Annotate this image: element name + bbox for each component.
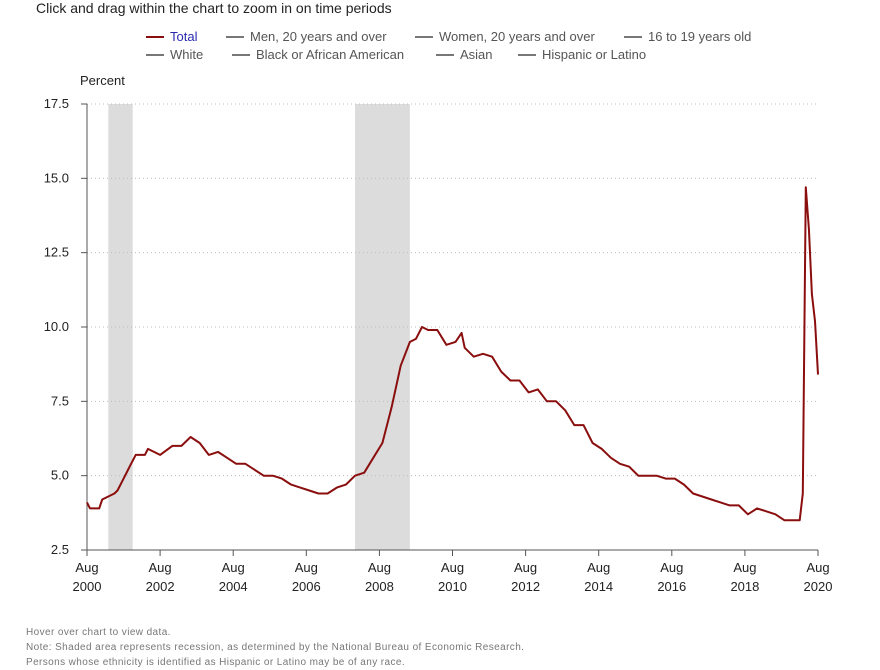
x-tick-year: 2014 bbox=[584, 579, 613, 594]
x-tick-month: Aug bbox=[733, 560, 756, 575]
x-tick-year: 2020 bbox=[804, 579, 833, 594]
legend-item-black[interactable]: Black or African American bbox=[232, 47, 404, 62]
chart-notes: Hover over chart to view data. Note: Sha… bbox=[26, 625, 524, 670]
legend-label: Women, 20 years and over bbox=[439, 29, 595, 44]
legend-label: 16 to 19 years old bbox=[648, 29, 752, 44]
legend-line-icon bbox=[146, 35, 164, 38]
x-tick-month: Aug bbox=[295, 560, 318, 575]
legend-line-icon bbox=[232, 53, 250, 56]
legend-item-total[interactable]: Total bbox=[146, 29, 197, 44]
y-axis-label: Percent bbox=[80, 73, 125, 88]
legend-label: Men, 20 years and over bbox=[250, 29, 387, 44]
legend-item-asian[interactable]: Asian bbox=[436, 47, 493, 62]
recession-note: Note: Shaded area represents recession, … bbox=[26, 642, 525, 653]
legend-label: White bbox=[170, 47, 204, 62]
recession-band bbox=[355, 104, 410, 550]
x-tick-month: Aug bbox=[368, 560, 391, 575]
x-tick-year: 2000 bbox=[73, 579, 102, 594]
legend-item-women[interactable]: Women, 20 years and over bbox=[415, 29, 595, 44]
recession-band bbox=[108, 104, 133, 550]
y-tick-label: 2.5 bbox=[51, 542, 69, 557]
y-tick-label: 5.0 bbox=[51, 468, 69, 483]
legend-label: Hispanic or Latino bbox=[542, 47, 647, 62]
legend-label: Black or African American bbox=[256, 47, 405, 62]
chart-instruction: Click and drag within the chart to zoom … bbox=[36, 0, 392, 16]
x-tick-year: 2010 bbox=[438, 579, 467, 594]
legend-line-icon bbox=[436, 53, 454, 56]
x-tick-month: Aug bbox=[514, 560, 537, 575]
x-tick-year: 2002 bbox=[146, 579, 175, 594]
legend-item-men[interactable]: Men, 20 years and over bbox=[226, 29, 387, 44]
x-tick-year: 2008 bbox=[365, 579, 394, 594]
x-tick-year: 2016 bbox=[657, 579, 686, 594]
y-tick-label: 7.5 bbox=[51, 393, 69, 408]
hover-hint: Hover over chart to view data. bbox=[26, 627, 171, 638]
legend-label: Asian bbox=[460, 47, 493, 62]
x-tick-year: 2006 bbox=[292, 579, 321, 594]
x-tick-month: Aug bbox=[149, 560, 172, 575]
ethnicity-note: Persons whose ethnicity is identified as… bbox=[26, 657, 406, 668]
legend-line-icon bbox=[624, 35, 642, 38]
x-tick-year: 2012 bbox=[511, 579, 540, 594]
legend-item-white[interactable]: White bbox=[146, 47, 203, 62]
legend-line-icon bbox=[146, 53, 164, 56]
legend-line-icon bbox=[415, 35, 433, 38]
x-tick-month: Aug bbox=[806, 560, 829, 575]
legend-label: Total bbox=[170, 29, 198, 44]
y-tick-label: 12.5 bbox=[44, 245, 69, 260]
legend-line-icon bbox=[518, 53, 536, 56]
legend-item-hispanic[interactable]: Hispanic or Latino bbox=[518, 47, 646, 62]
series-line-total bbox=[86, 186, 819, 522]
y-tick-label: 15.0 bbox=[44, 170, 69, 185]
x-tick-month: Aug bbox=[75, 560, 98, 575]
y-tick-label: 17.5 bbox=[44, 96, 69, 111]
y-tick-label: 10.0 bbox=[44, 319, 69, 334]
legend-item-16-to-19[interactable]: 16 to 19 years old bbox=[624, 29, 751, 44]
legend-line-icon bbox=[226, 35, 244, 38]
x-tick-year: 2004 bbox=[219, 579, 248, 594]
line-chart[interactable]: 2.5 5.0 7.5 10.0 12.5 15.0 17.5 Percent Aug 2000 A… bbox=[0, 0, 880, 620]
x-tick-month: Aug bbox=[441, 560, 464, 575]
x-tick-month: Aug bbox=[222, 560, 245, 575]
x-tick-month: Aug bbox=[660, 560, 683, 575]
x-tick-month: Aug bbox=[587, 560, 610, 575]
x-tick-year: 2018 bbox=[730, 579, 759, 594]
